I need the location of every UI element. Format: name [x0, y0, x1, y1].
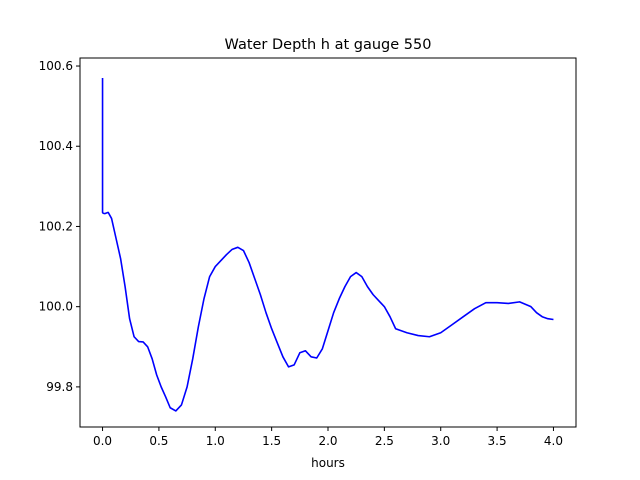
x-tick-label: 2.0	[318, 434, 337, 448]
y-tick-label: 100.2	[39, 219, 73, 233]
plot-frame	[79, 57, 577, 428]
plot-area	[101, 78, 554, 412]
x-tick-label: 0.0	[93, 434, 112, 448]
x-tick-label: 3.0	[431, 434, 450, 448]
y-tick-label: 100.6	[39, 59, 73, 73]
x-axis-label: hours	[311, 456, 345, 470]
x-tick-label: 4.0	[544, 434, 563, 448]
y-tick-label: 99.8	[46, 380, 73, 394]
y-axis-ticks: 99.8 100.0 100.2 100.4 100.6	[39, 59, 80, 394]
y-tick-label: 100.4	[39, 139, 73, 153]
x-axis-ticks: 0.0 0.5 1.0 1.5 2.0 2.5 3.0 3.5 4.0	[93, 427, 563, 448]
x-tick-label: 3.5	[488, 434, 507, 448]
x-tick-label: 0.5	[149, 434, 168, 448]
chart-title: Water Depth h at gauge 550	[225, 37, 432, 53]
x-tick-label: 2.5	[375, 434, 394, 448]
x-tick-label: 1.5	[262, 434, 281, 448]
y-tick-label: 100.0	[39, 300, 73, 314]
x-tick-label: 1.0	[206, 434, 225, 448]
series-line-0	[101, 78, 554, 412]
